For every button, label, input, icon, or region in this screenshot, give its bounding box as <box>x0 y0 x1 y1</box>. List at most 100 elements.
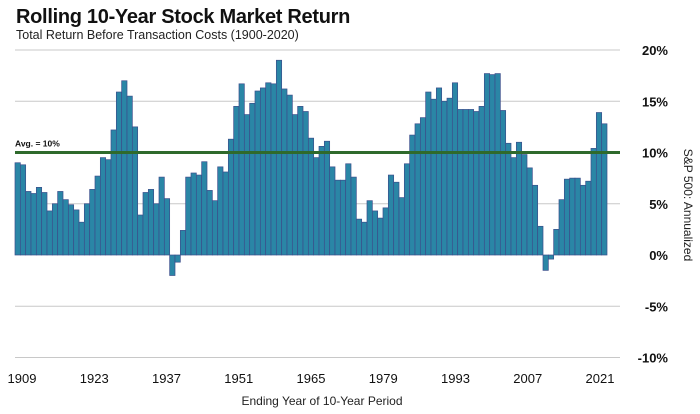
x-tick-label: 1937 <box>152 371 181 386</box>
bar <box>505 142 512 256</box>
bar <box>467 109 475 256</box>
bar <box>489 74 496 256</box>
bar <box>249 102 256 256</box>
bar <box>531 184 539 256</box>
chart-subtitle: Total Return Before Transaction Costs (1… <box>16 28 299 42</box>
bar <box>451 82 459 256</box>
bar <box>297 106 304 256</box>
bar <box>377 217 384 256</box>
bar <box>553 229 560 256</box>
bar <box>590 148 597 256</box>
bar <box>478 106 485 256</box>
bar <box>201 161 208 256</box>
bar <box>62 199 69 256</box>
bar <box>361 221 368 256</box>
bar <box>94 175 101 256</box>
bar <box>131 126 139 256</box>
bar <box>217 166 224 256</box>
bar <box>345 163 352 256</box>
bar <box>35 187 43 256</box>
bar <box>142 192 149 256</box>
x-tick-label: 1979 <box>369 371 398 386</box>
bar <box>222 171 229 256</box>
bar <box>73 209 80 256</box>
bar <box>179 230 187 256</box>
x-tick-label: 2021 <box>586 371 615 386</box>
bar <box>414 123 421 256</box>
bar <box>105 159 112 256</box>
bar <box>19 164 27 256</box>
average-label: Avg. = 10% <box>15 139 60 149</box>
bar <box>563 178 571 256</box>
y-axis-label: S&P 500: Annualized <box>681 149 695 262</box>
y-tick-label: -10% <box>638 351 669 366</box>
x-tick-label: 1993 <box>441 371 470 386</box>
bar <box>259 87 267 256</box>
bar <box>435 87 443 256</box>
bar <box>110 129 117 256</box>
bar <box>329 166 336 256</box>
bar <box>121 80 128 256</box>
bar <box>281 88 288 256</box>
bar <box>601 123 608 256</box>
chart-title: Rolling 10-Year Stock Market Return <box>16 6 351 28</box>
bar <box>419 117 427 256</box>
x-tick-label: 1965 <box>297 371 326 386</box>
bar <box>515 141 523 256</box>
bar <box>398 197 405 256</box>
bar <box>382 207 389 256</box>
y-tick-label: 0% <box>649 248 668 263</box>
bar <box>547 254 555 260</box>
bar <box>254 90 261 256</box>
bar <box>51 203 59 256</box>
bar <box>78 221 85 256</box>
bar <box>323 140 331 256</box>
bar <box>510 157 517 256</box>
bar <box>350 176 357 256</box>
x-tick-label: 1923 <box>80 371 109 386</box>
bar <box>153 203 160 256</box>
bar <box>526 167 533 256</box>
bar <box>275 59 283 256</box>
bar <box>286 94 293 256</box>
bar <box>302 111 309 256</box>
bar <box>25 191 32 256</box>
bar <box>403 163 411 256</box>
bar <box>46 210 53 256</box>
bar <box>233 106 240 256</box>
bar <box>574 177 581 256</box>
bar <box>334 179 341 256</box>
bar <box>115 91 123 256</box>
bar <box>238 83 245 256</box>
y-tick-label: 5% <box>649 197 668 212</box>
bar <box>462 109 469 256</box>
bar <box>446 97 453 256</box>
bar <box>195 174 203 256</box>
bar <box>537 225 544 256</box>
bar <box>190 172 197 256</box>
bar <box>158 176 165 256</box>
bar <box>57 191 64 256</box>
bar <box>147 189 155 256</box>
bar <box>355 218 363 256</box>
bar <box>41 192 48 256</box>
bar <box>185 176 192 256</box>
bar <box>99 157 107 256</box>
bar <box>169 254 176 276</box>
bar <box>227 138 235 256</box>
bar <box>174 254 181 263</box>
bar <box>430 98 437 256</box>
bar <box>30 193 37 256</box>
bar <box>318 146 325 256</box>
bar <box>339 179 347 256</box>
bar <box>585 180 592 256</box>
bar <box>542 254 549 271</box>
bar <box>83 203 91 256</box>
bar <box>270 83 277 256</box>
bar <box>206 190 213 256</box>
bar <box>441 100 448 256</box>
bar <box>387 174 395 256</box>
bar <box>265 82 272 256</box>
bar <box>307 137 315 256</box>
bar <box>313 157 320 256</box>
